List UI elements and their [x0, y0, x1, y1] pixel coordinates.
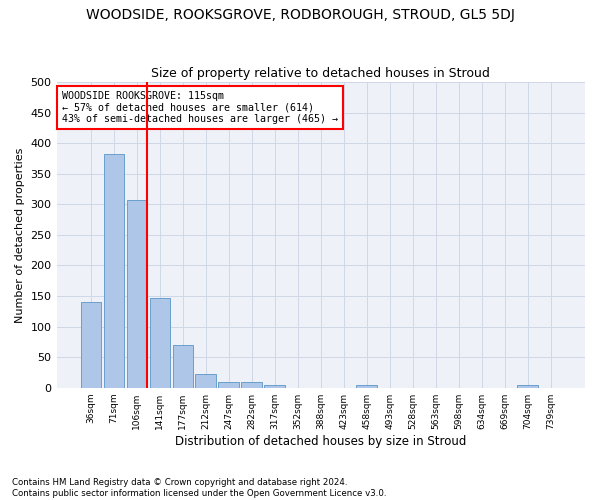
Bar	[218, 382, 239, 388]
Bar	[149, 298, 170, 388]
Bar	[80, 302, 101, 388]
Bar	[356, 384, 377, 388]
Text: WOODSIDE, ROOKSGROVE, RODBOROUGH, STROUD, GL5 5DJ: WOODSIDE, ROOKSGROVE, RODBOROUGH, STROUD…	[86, 8, 514, 22]
Bar	[517, 384, 538, 388]
Bar	[196, 374, 216, 388]
Text: Contains HM Land Registry data © Crown copyright and database right 2024.
Contai: Contains HM Land Registry data © Crown c…	[12, 478, 386, 498]
X-axis label: Distribution of detached houses by size in Stroud: Distribution of detached houses by size …	[175, 434, 466, 448]
Title: Size of property relative to detached houses in Stroud: Size of property relative to detached ho…	[151, 66, 490, 80]
Bar	[241, 382, 262, 388]
Text: WOODSIDE ROOKSGROVE: 115sqm
← 57% of detached houses are smaller (614)
43% of se: WOODSIDE ROOKSGROVE: 115sqm ← 57% of det…	[62, 91, 338, 124]
Bar	[265, 384, 285, 388]
Y-axis label: Number of detached properties: Number of detached properties	[15, 147, 25, 322]
Bar	[127, 200, 147, 388]
Bar	[173, 345, 193, 388]
Bar	[104, 154, 124, 388]
